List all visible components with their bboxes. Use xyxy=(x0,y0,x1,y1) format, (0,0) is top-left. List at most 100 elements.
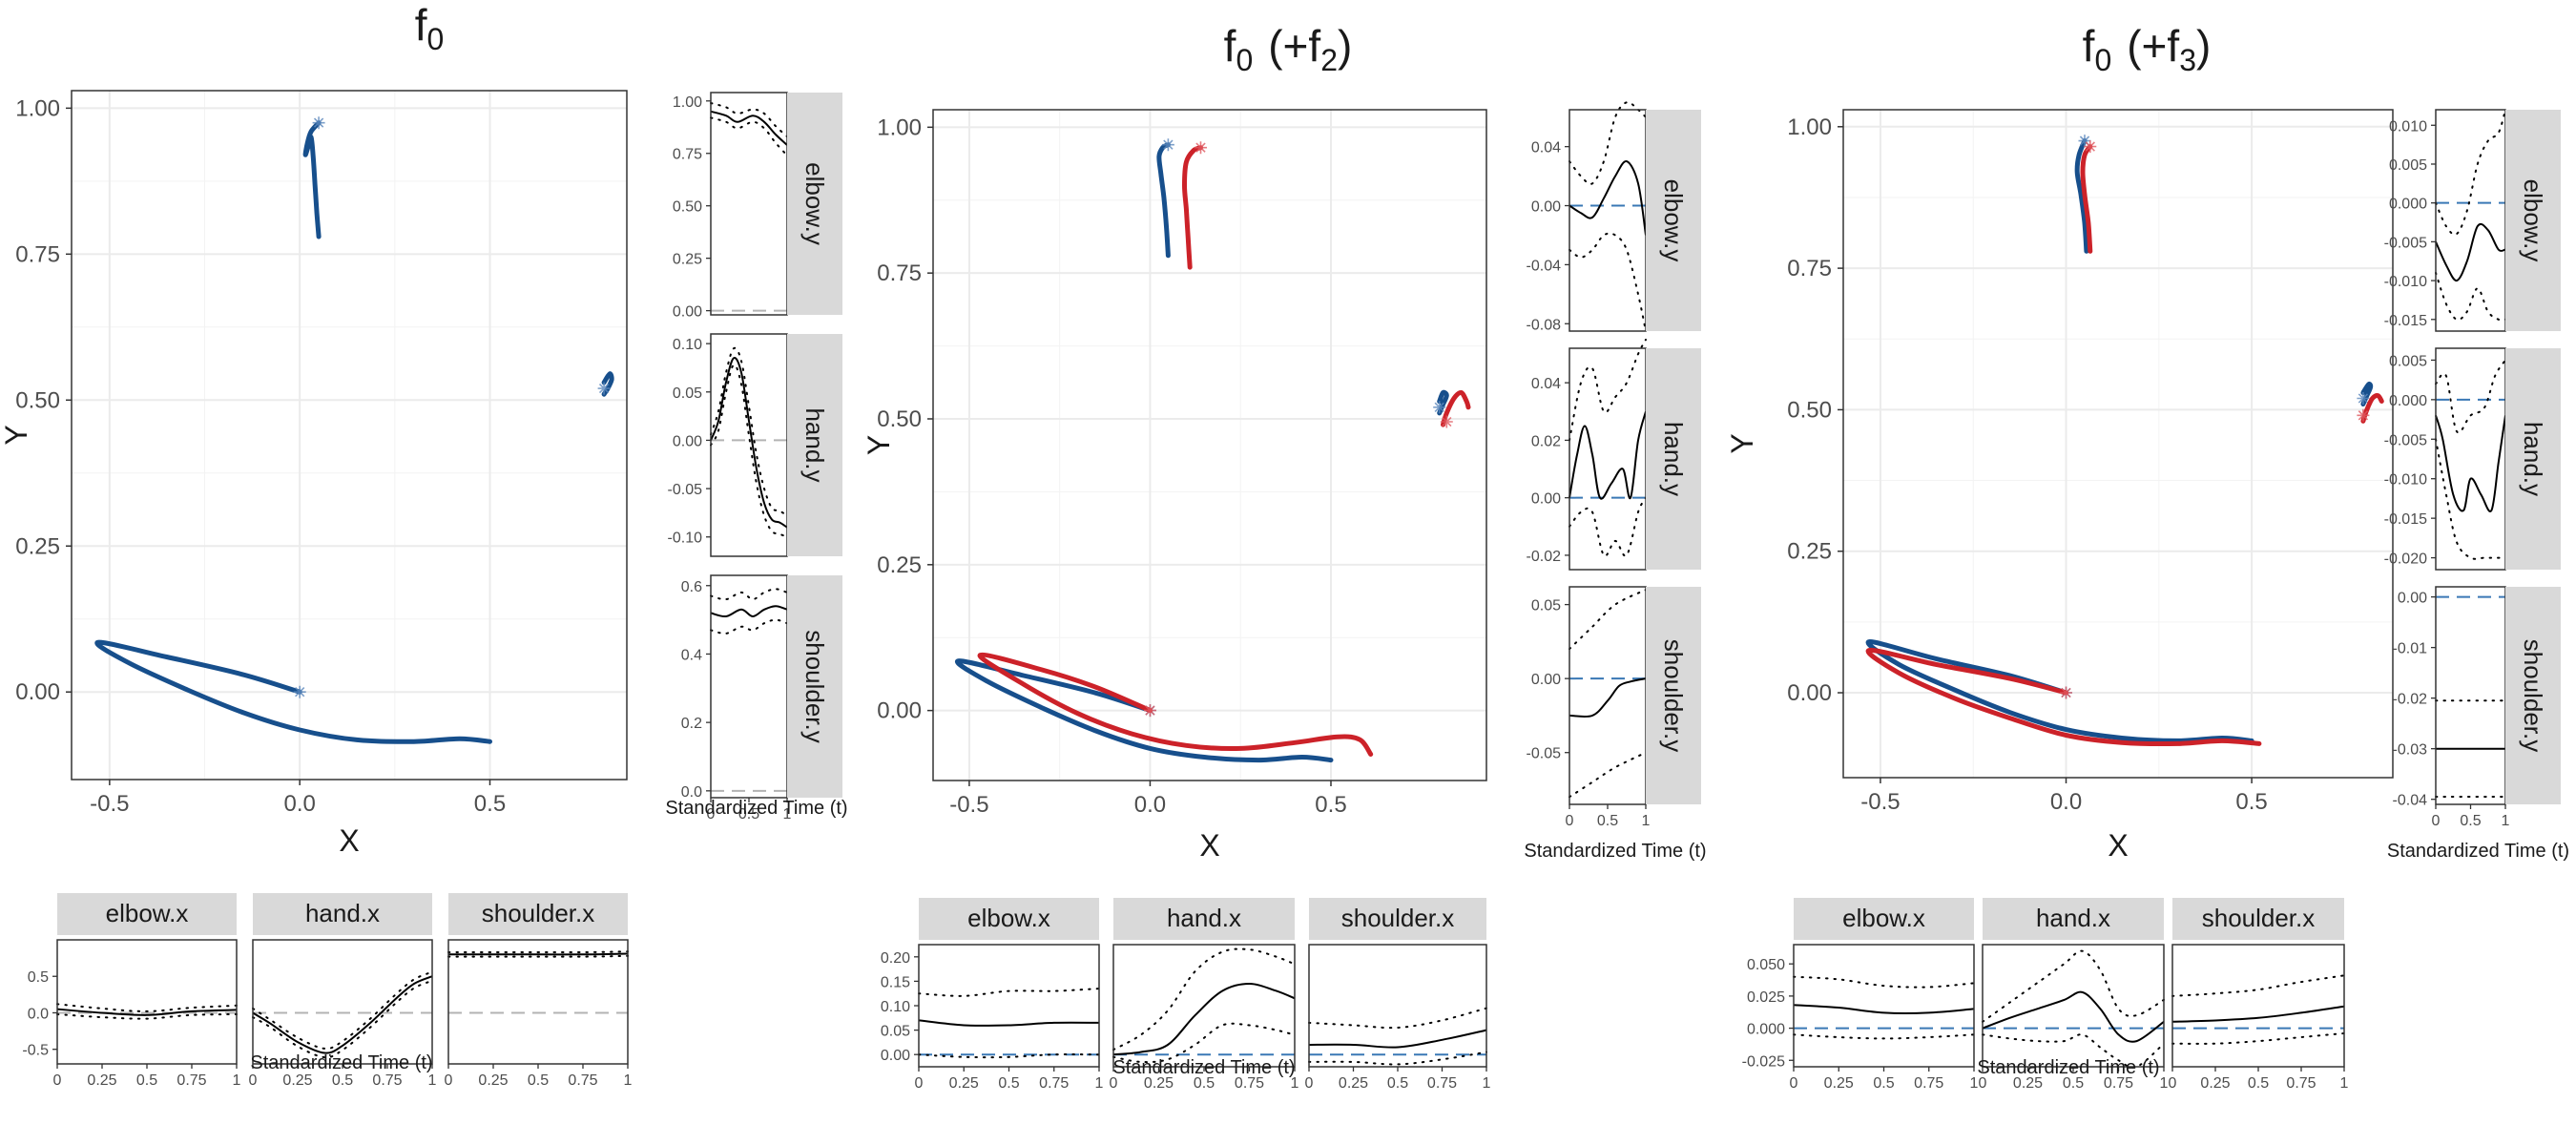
title-main: f xyxy=(415,0,427,50)
facet-y-tick-label: 0.75 xyxy=(673,147,702,163)
facet-strip xyxy=(1309,898,1486,940)
facet-y-tick-label: 0.005 xyxy=(2389,353,2427,369)
x-axis-label: X xyxy=(339,823,359,858)
side-facets: -0.08 -0.04 0.00 0.04 elbow.y -0.02 0.00 0.02 0.… xyxy=(1524,101,1707,862)
facet-x-tick-label: 0 xyxy=(915,1075,924,1092)
facet-strip-label: hand.x xyxy=(2036,904,2110,932)
facet-y-tick-label: -0.01 xyxy=(2393,641,2428,657)
facet-x-tick-label: 0.25 xyxy=(87,1072,116,1089)
panel-title: f0 (+f2) xyxy=(1224,21,1353,77)
facet-x-tick-label: 0.5 xyxy=(332,1072,353,1089)
facet-x-tick-label: 0.25 xyxy=(1824,1075,1854,1092)
facet-y-tick-label: -0.05 xyxy=(1527,746,1562,762)
trajectory-elbow-f2 xyxy=(1182,145,1203,270)
panel-1: f0-0.5 0.0 0.50.000.250.500.751.00XY0.000.… xyxy=(0,0,848,1089)
lower-ci-line xyxy=(710,116,788,156)
facet-strip xyxy=(253,893,432,935)
trajectory-elbow xyxy=(302,120,322,239)
facet-y-tick-label: 0.10 xyxy=(673,337,702,353)
side-facets: -0.015-0.010-0.0050.0000.0050.010elbow.y… xyxy=(2384,109,2569,862)
facet-x-tick-label: 0.5 xyxy=(1873,1075,1894,1092)
facet-background xyxy=(2172,945,2344,1067)
bottom-facets: elbow.x -0.025 0.000 0.025 0.050 0 0.25 0.5 0.75… xyxy=(1742,898,2349,1092)
facet-strip xyxy=(1794,898,1974,940)
facet-x-tick-label: 0.75 xyxy=(1235,1075,1264,1092)
mean-line xyxy=(252,975,433,1054)
y-axis-label: Y xyxy=(0,425,33,445)
bottom-facet-shoulder-x xyxy=(2171,944,2345,1068)
title-sub: 0 xyxy=(426,22,444,56)
facet-x-tick-label: 0 xyxy=(1979,1075,1987,1092)
facet-strip-label: shoulder.y xyxy=(800,630,829,743)
x-tick-label: 0.0 xyxy=(1134,792,1166,818)
side-facet-shoulder-y: -0.04 -0.03 -0.02 -0.01 0.00 xyxy=(2393,586,2506,809)
facet-y-tick-label: 0.10 xyxy=(881,999,910,1015)
facet-y-tick-label: 0.4 xyxy=(681,647,702,663)
y-tick-label: 0.00 xyxy=(15,679,60,705)
mean-line xyxy=(1568,411,1647,500)
plot-background xyxy=(933,110,1486,781)
facet-y-tick-label: 0.000 xyxy=(1747,1022,1785,1038)
trajectory-shoulder-f2 xyxy=(1441,389,1471,427)
facet-strip-label: elbow.y xyxy=(1659,179,1688,262)
mean-line xyxy=(1568,677,1647,718)
side-facets: 0.000.250.500.751.00elbow.y-0.10-0.050.0… xyxy=(665,92,848,822)
facet-strip xyxy=(2172,898,2344,940)
facet-strip-label: elbow.y xyxy=(2519,179,2547,262)
facet-strip-label: shoulder.y xyxy=(1659,639,1688,753)
side-time-axis-label: Standardized Time (t) xyxy=(1524,841,1706,862)
bottom-time-axis-label: Standardized Time (t) xyxy=(250,1052,432,1073)
facet-y-tick-label: 0.00 xyxy=(881,1048,910,1064)
y-tick-label: 0.25 xyxy=(877,552,922,578)
start-marker xyxy=(2060,686,2072,699)
lower-ci-line xyxy=(447,954,629,958)
x-tick-label: 0.5 xyxy=(2235,789,2267,815)
facet-x-tick-label: 0.75 xyxy=(2104,1075,2133,1092)
start-marker xyxy=(293,685,306,698)
facet-strip xyxy=(2505,348,2561,570)
x-axis-label: X xyxy=(1199,828,1219,863)
facet-y-tick-label: -0.03 xyxy=(2393,742,2428,759)
title-main: f xyxy=(2083,21,2095,71)
facet-y-tick-label: 0.15 xyxy=(881,974,910,990)
facet-background xyxy=(2436,587,2505,804)
facet-y-tick-label: 0.05 xyxy=(673,385,702,402)
facet-x-tick-label: 1 xyxy=(1970,1075,1979,1092)
x-tick-label: 0.0 xyxy=(283,791,315,817)
facet-x-tick-label: 1 xyxy=(783,806,792,822)
bottom-time-axis-label: Standardized Time (t) xyxy=(1977,1057,2159,1078)
y-tick-label: 0.75 xyxy=(877,260,922,286)
y-tick-label: 1.00 xyxy=(15,95,60,121)
facet-y-tick-label: -0.025 xyxy=(1742,1053,1785,1070)
facet-y-tick-label: -0.04 xyxy=(1527,258,1562,274)
facet-x-tick-label: 0.75 xyxy=(372,1072,402,1089)
trajectory-elbow-f0 xyxy=(1156,142,1171,259)
facet-y-tick-label: 0.0 xyxy=(28,1006,49,1022)
trajectory-plot: -0.5 0.0 0.5 0.00 0.25 0.50 0.75 1.00 X Y xyxy=(862,109,1487,863)
facet-x-tick-label: 1 xyxy=(1483,1075,1491,1092)
x-tick-label: -0.5 xyxy=(949,792,988,818)
facet-y-tick-label: 0.005 xyxy=(2389,157,2427,174)
facet-y-tick-label: 0.00 xyxy=(2398,591,2427,607)
facet-background xyxy=(711,334,787,556)
facet-strip xyxy=(1646,348,1701,570)
plot-border xyxy=(932,109,1487,781)
y-tick-label: 0.25 xyxy=(1787,539,1832,565)
facet-strip xyxy=(1646,110,1701,331)
facet-y-tick-label: -0.02 xyxy=(1527,549,1562,565)
lower-ci-line xyxy=(2435,271,2506,322)
facet-y-tick-label: 0.00 xyxy=(1531,491,1561,508)
bottom-facet-hand-x xyxy=(252,939,433,1065)
y-axis-label: Y xyxy=(1725,433,1759,453)
facet-x-tick-label: 0.5 xyxy=(528,1072,549,1089)
trajectory-elbow-f3 xyxy=(2080,144,2093,254)
panel-title: f0 (+f3) xyxy=(2083,21,2212,77)
facet-x-tick-label: 0 xyxy=(445,1072,453,1089)
upper-ci-line xyxy=(710,588,788,601)
upper-ci-line xyxy=(1112,947,1296,1051)
facet-strip xyxy=(787,93,842,315)
facet-x-tick-label: 0.5 xyxy=(136,1072,157,1089)
y-tick-label: 0.00 xyxy=(1787,680,1832,706)
facet-y-tick-label: -0.02 xyxy=(2393,692,2428,708)
